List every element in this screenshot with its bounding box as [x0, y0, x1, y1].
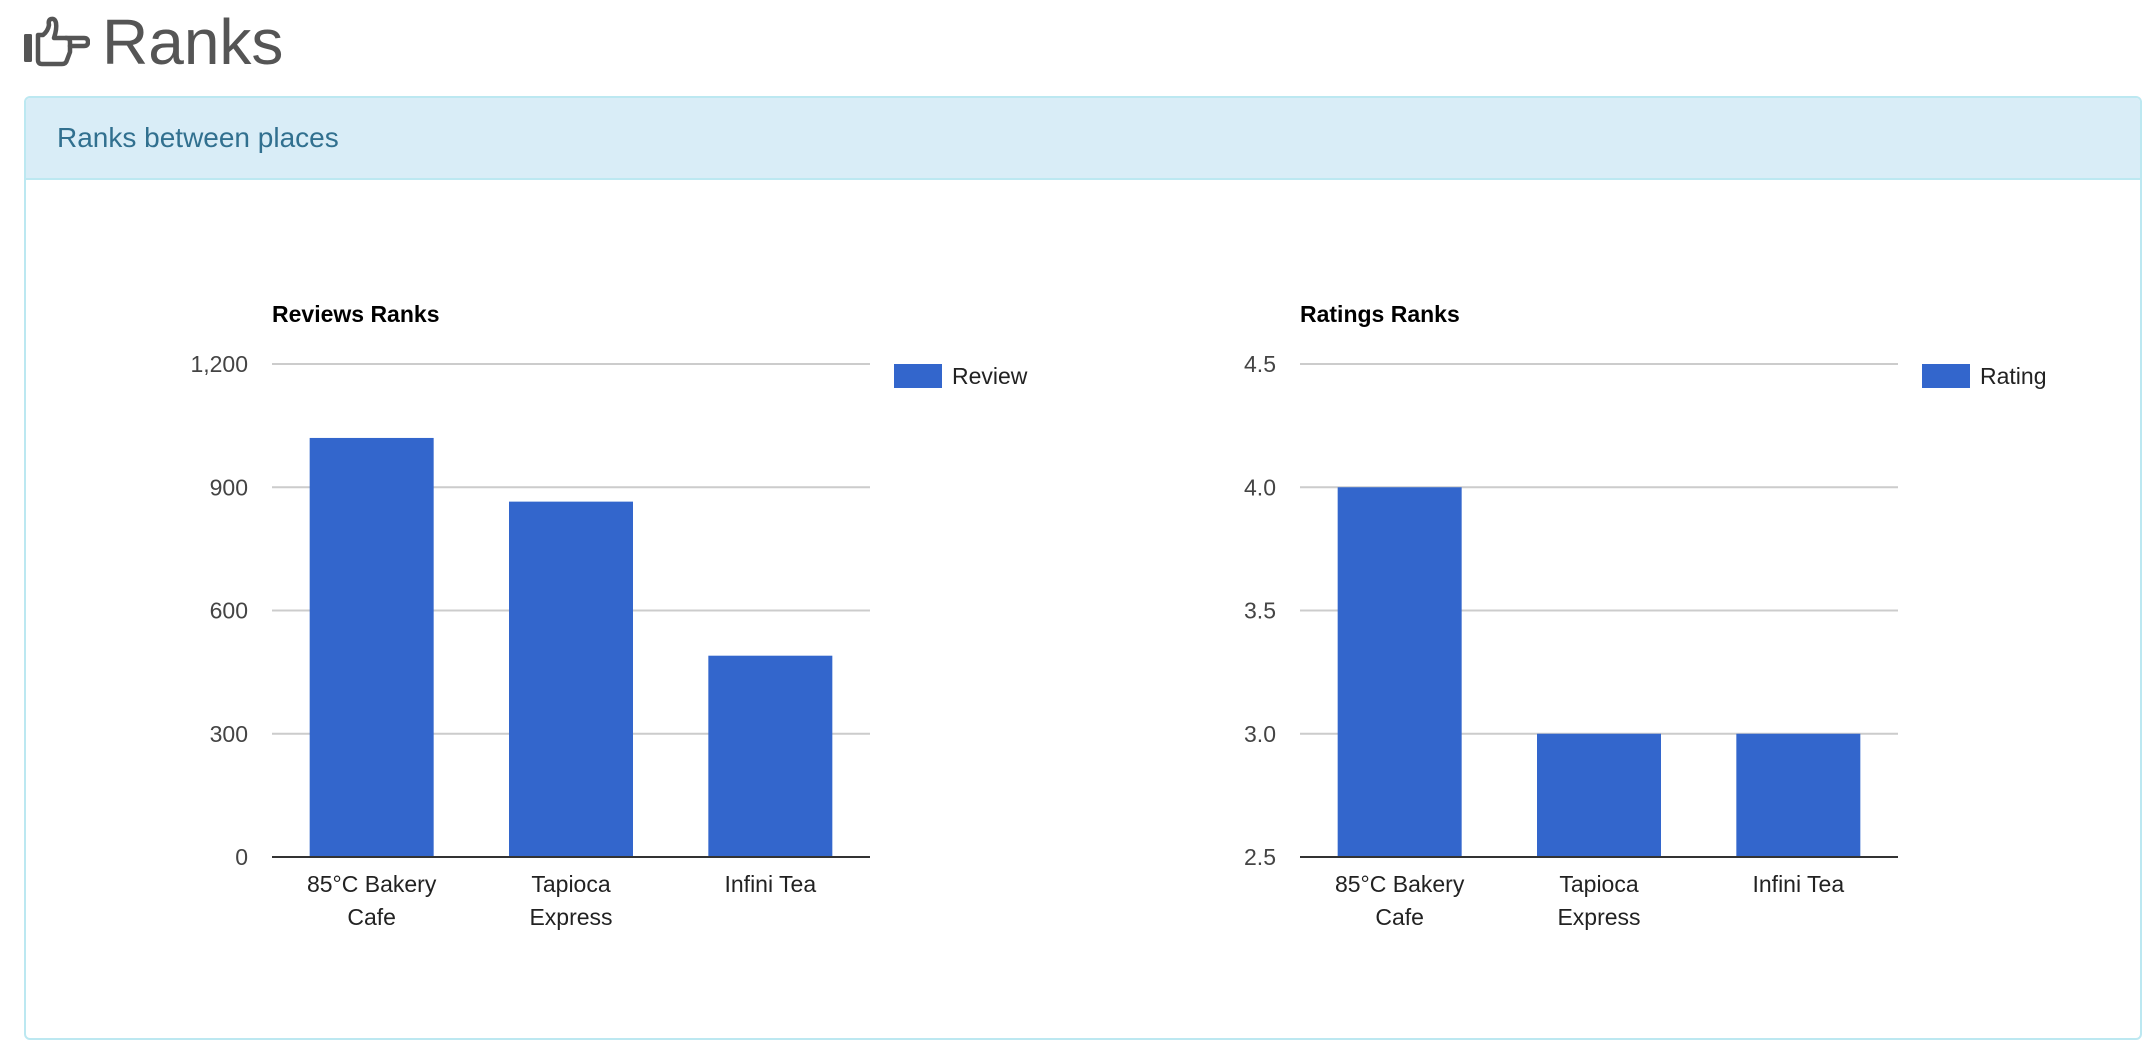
bar[interactable]: [708, 655, 833, 856]
x-tick-label: Cafe: [1375, 904, 1424, 930]
panel-title: Ranks between places: [57, 122, 339, 153]
chart-title: Reviews Ranks: [272, 301, 439, 327]
ratings-chart: Ratings Ranks 2.5 3.0 3.5 4.0 4.5 85°C Bakery C…: [1244, 301, 2046, 930]
legend-swatch: [894, 364, 942, 388]
x-tick-label: Tapioca: [531, 871, 610, 897]
bar[interactable]: [309, 437, 434, 856]
pointing-hand-icon: [24, 16, 90, 67]
y-tick-label: 3.5: [1244, 598, 1276, 624]
y-tick-label: 3.0: [1244, 721, 1276, 747]
y-tick-label: 1,200: [190, 351, 248, 377]
legend-label: Rating: [1980, 363, 2046, 389]
bar[interactable]: [1537, 733, 1661, 856]
page-title: Ranks: [102, 6, 284, 78]
y-tick-label: 4.5: [1244, 351, 1276, 377]
y-tick-label: 0: [235, 844, 248, 870]
bar[interactable]: [509, 501, 633, 856]
y-tick-label: 600: [210, 598, 248, 624]
y-tick-label: 2.5: [1244, 844, 1276, 870]
x-tick-label: Infini Tea: [725, 871, 817, 897]
legend-label: Review: [952, 363, 1028, 389]
y-tick-label: 300: [210, 721, 248, 747]
x-tick-label: Cafe: [347, 904, 396, 930]
panel-heading: Ranks between places: [26, 98, 2140, 180]
x-tick-label: Express: [1557, 904, 1640, 930]
x-tick-label: Express: [529, 904, 612, 930]
legend-swatch: [1922, 364, 1970, 388]
x-tick-label: 85°C Bakery: [1335, 871, 1465, 897]
x-tick-label: Infini Tea: [1753, 871, 1845, 897]
y-tick-label: 900: [210, 474, 248, 500]
chart-title: Ratings Ranks: [1300, 301, 1460, 327]
y-tick-label: 4.0: [1244, 474, 1276, 500]
ranks-panel: Ranks between places: [24, 96, 2142, 1040]
x-tick-label: 85°C Bakery: [307, 871, 437, 897]
bar[interactable]: [1736, 733, 1861, 856]
bar[interactable]: [1337, 487, 1462, 856]
reviews-chart: Reviews Ranks 0 300 600 900 1,200 85°C Bakery C…: [190, 301, 1028, 930]
page-header: Ranks: [22, 4, 283, 80]
x-tick-label: Tapioca: [1559, 871, 1638, 897]
